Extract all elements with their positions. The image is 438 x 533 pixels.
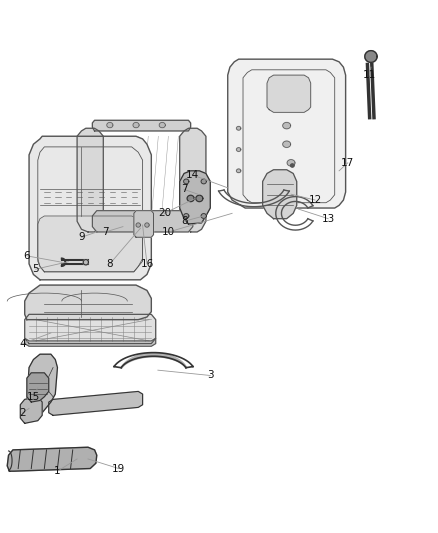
Polygon shape	[25, 338, 155, 346]
Text: 13: 13	[321, 214, 335, 224]
Polygon shape	[38, 216, 143, 272]
Text: 16: 16	[140, 259, 154, 269]
Polygon shape	[180, 171, 210, 224]
Polygon shape	[196, 195, 203, 201]
Polygon shape	[237, 126, 241, 130]
Text: 1: 1	[54, 466, 61, 476]
Polygon shape	[7, 447, 97, 471]
Polygon shape	[283, 123, 290, 129]
Text: 17: 17	[341, 158, 354, 168]
Polygon shape	[107, 123, 113, 128]
Text: 6: 6	[24, 251, 30, 261]
Polygon shape	[184, 214, 189, 219]
Polygon shape	[283, 141, 290, 148]
Polygon shape	[290, 164, 294, 167]
Polygon shape	[145, 223, 149, 227]
Text: 11: 11	[363, 70, 376, 80]
Text: 20: 20	[158, 208, 171, 219]
Polygon shape	[184, 179, 189, 184]
Polygon shape	[27, 373, 49, 402]
Polygon shape	[287, 160, 295, 166]
Polygon shape	[27, 354, 57, 415]
Polygon shape	[365, 51, 377, 62]
Text: 7: 7	[181, 184, 187, 195]
Polygon shape	[187, 195, 194, 201]
Polygon shape	[267, 75, 311, 112]
Polygon shape	[77, 128, 103, 232]
Text: 14: 14	[186, 170, 199, 180]
Text: 15: 15	[27, 392, 40, 402]
Polygon shape	[228, 59, 346, 208]
Polygon shape	[25, 314, 155, 344]
Polygon shape	[237, 148, 241, 151]
Polygon shape	[180, 128, 206, 232]
Polygon shape	[237, 169, 241, 173]
Text: 2: 2	[19, 408, 26, 418]
Polygon shape	[136, 223, 141, 227]
Polygon shape	[25, 285, 151, 320]
Polygon shape	[133, 123, 139, 128]
Text: 12: 12	[308, 195, 321, 205]
Text: 5: 5	[32, 264, 39, 274]
Text: 19: 19	[112, 464, 125, 473]
Text: 10: 10	[162, 227, 175, 237]
Polygon shape	[83, 260, 88, 265]
Text: 8: 8	[181, 216, 187, 227]
Polygon shape	[20, 397, 42, 423]
Polygon shape	[29, 136, 151, 280]
Polygon shape	[201, 179, 206, 184]
Text: 9: 9	[78, 232, 85, 243]
Polygon shape	[159, 123, 165, 128]
Polygon shape	[92, 120, 191, 131]
Polygon shape	[134, 211, 153, 237]
Text: 7: 7	[102, 227, 109, 237]
Text: 3: 3	[207, 370, 214, 381]
Polygon shape	[49, 391, 143, 415]
Text: 4: 4	[19, 338, 26, 349]
Text: 8: 8	[106, 259, 113, 269]
Polygon shape	[263, 169, 297, 219]
Polygon shape	[92, 211, 193, 232]
Polygon shape	[201, 214, 206, 219]
